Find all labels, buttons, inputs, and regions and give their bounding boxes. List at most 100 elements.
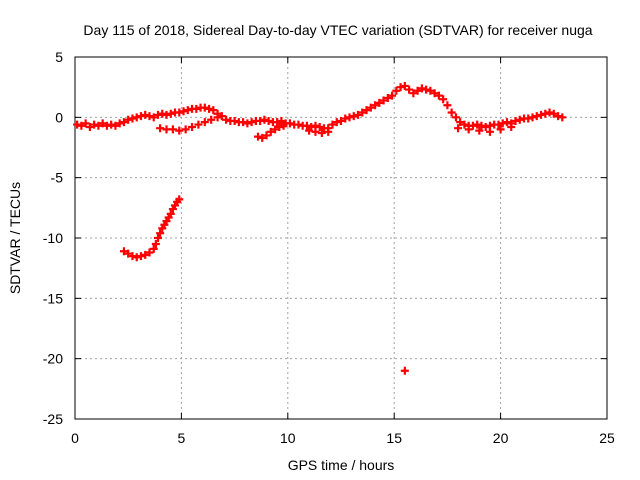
data-point	[451, 113, 460, 122]
data-point	[417, 84, 426, 93]
data-point	[354, 110, 363, 119]
y-tick-label: 0	[55, 109, 63, 125]
data-point	[430, 89, 439, 98]
data-point	[464, 125, 473, 134]
data-point	[128, 252, 137, 261]
data-point	[273, 118, 282, 127]
series-lower-branch	[156, 113, 516, 142]
data-point	[162, 110, 171, 119]
y-tick-label: -10	[43, 230, 63, 246]
data-point	[132, 253, 141, 262]
data-point	[156, 124, 165, 133]
data-point	[124, 249, 133, 258]
data-point	[541, 109, 550, 118]
data-point	[175, 195, 184, 204]
data-point	[166, 109, 175, 118]
data-point	[328, 120, 337, 129]
data-point	[388, 91, 397, 100]
data-point	[183, 106, 192, 115]
data-point	[358, 108, 367, 117]
data-point	[400, 366, 409, 375]
data-point	[460, 120, 469, 129]
data-point	[271, 125, 280, 134]
data-point	[305, 126, 314, 135]
data-point	[168, 125, 177, 134]
data-point	[447, 108, 456, 117]
data-point	[337, 116, 345, 125]
data-point	[275, 122, 284, 131]
series-isolated-arc	[119, 195, 184, 262]
data-point	[468, 121, 477, 130]
data-point	[175, 108, 184, 117]
data-point	[153, 234, 162, 242]
data-point	[413, 86, 422, 95]
data-point	[502, 118, 511, 127]
data-point	[507, 122, 516, 131]
data-point	[243, 119, 252, 128]
data-point	[77, 121, 86, 130]
data-point	[454, 124, 463, 133]
data-point	[426, 86, 435, 95]
data-point	[156, 229, 165, 238]
data-point	[145, 248, 154, 257]
y-tick-label: 5	[55, 49, 63, 65]
data-point	[262, 131, 271, 140]
data-point	[511, 116, 520, 125]
data-point	[192, 104, 201, 113]
y-tick-label: -25	[43, 411, 63, 427]
data-point	[188, 122, 197, 131]
data-point	[473, 120, 482, 129]
data-point	[205, 104, 214, 113]
data-point	[222, 115, 231, 124]
data-point	[371, 101, 380, 110]
data-point	[383, 94, 392, 103]
data-point	[158, 109, 167, 118]
x-tick-label: 5	[178, 430, 186, 446]
data-point	[279, 121, 288, 130]
data-point	[149, 244, 158, 253]
data-point	[554, 112, 563, 121]
data-point	[175, 126, 184, 135]
data-point	[496, 125, 505, 134]
data-point	[230, 116, 239, 125]
data-point	[558, 113, 567, 122]
data-point	[94, 121, 103, 130]
data-point	[132, 113, 141, 122]
data-point	[254, 132, 263, 141]
x-tick-label: 0	[71, 430, 79, 446]
x-tick-label: 25	[599, 430, 615, 446]
data-point	[264, 116, 273, 125]
data-point	[366, 103, 375, 112]
data-point	[136, 112, 145, 121]
data-point	[115, 119, 124, 128]
data-point	[537, 110, 546, 119]
data-point	[341, 114, 350, 123]
data-point	[277, 116, 286, 125]
data-point	[396, 83, 405, 92]
data-point	[145, 112, 154, 121]
data-point	[494, 120, 503, 129]
data-point	[439, 95, 448, 104]
data-point	[260, 115, 269, 124]
data-point	[111, 121, 120, 130]
x-axis-title: GPS time / hours	[288, 457, 395, 473]
data-point	[456, 118, 465, 127]
data-point	[141, 110, 150, 119]
data-point	[194, 120, 203, 129]
data-point	[258, 133, 267, 142]
x-tick-label: 20	[493, 430, 509, 446]
data-point	[247, 118, 256, 127]
data-point	[315, 122, 324, 131]
data-point	[400, 81, 409, 90]
y-axis-title: SDTVAR / TECUs	[7, 182, 23, 294]
data-point	[375, 98, 384, 107]
data-point	[128, 114, 137, 123]
data-point	[200, 118, 209, 127]
data-point	[349, 112, 358, 121]
data-point	[332, 118, 341, 127]
data-point	[73, 120, 82, 129]
data-point	[98, 119, 107, 128]
x-tick-label: 10	[280, 430, 296, 446]
data-point	[481, 122, 490, 131]
data-point	[422, 85, 431, 94]
